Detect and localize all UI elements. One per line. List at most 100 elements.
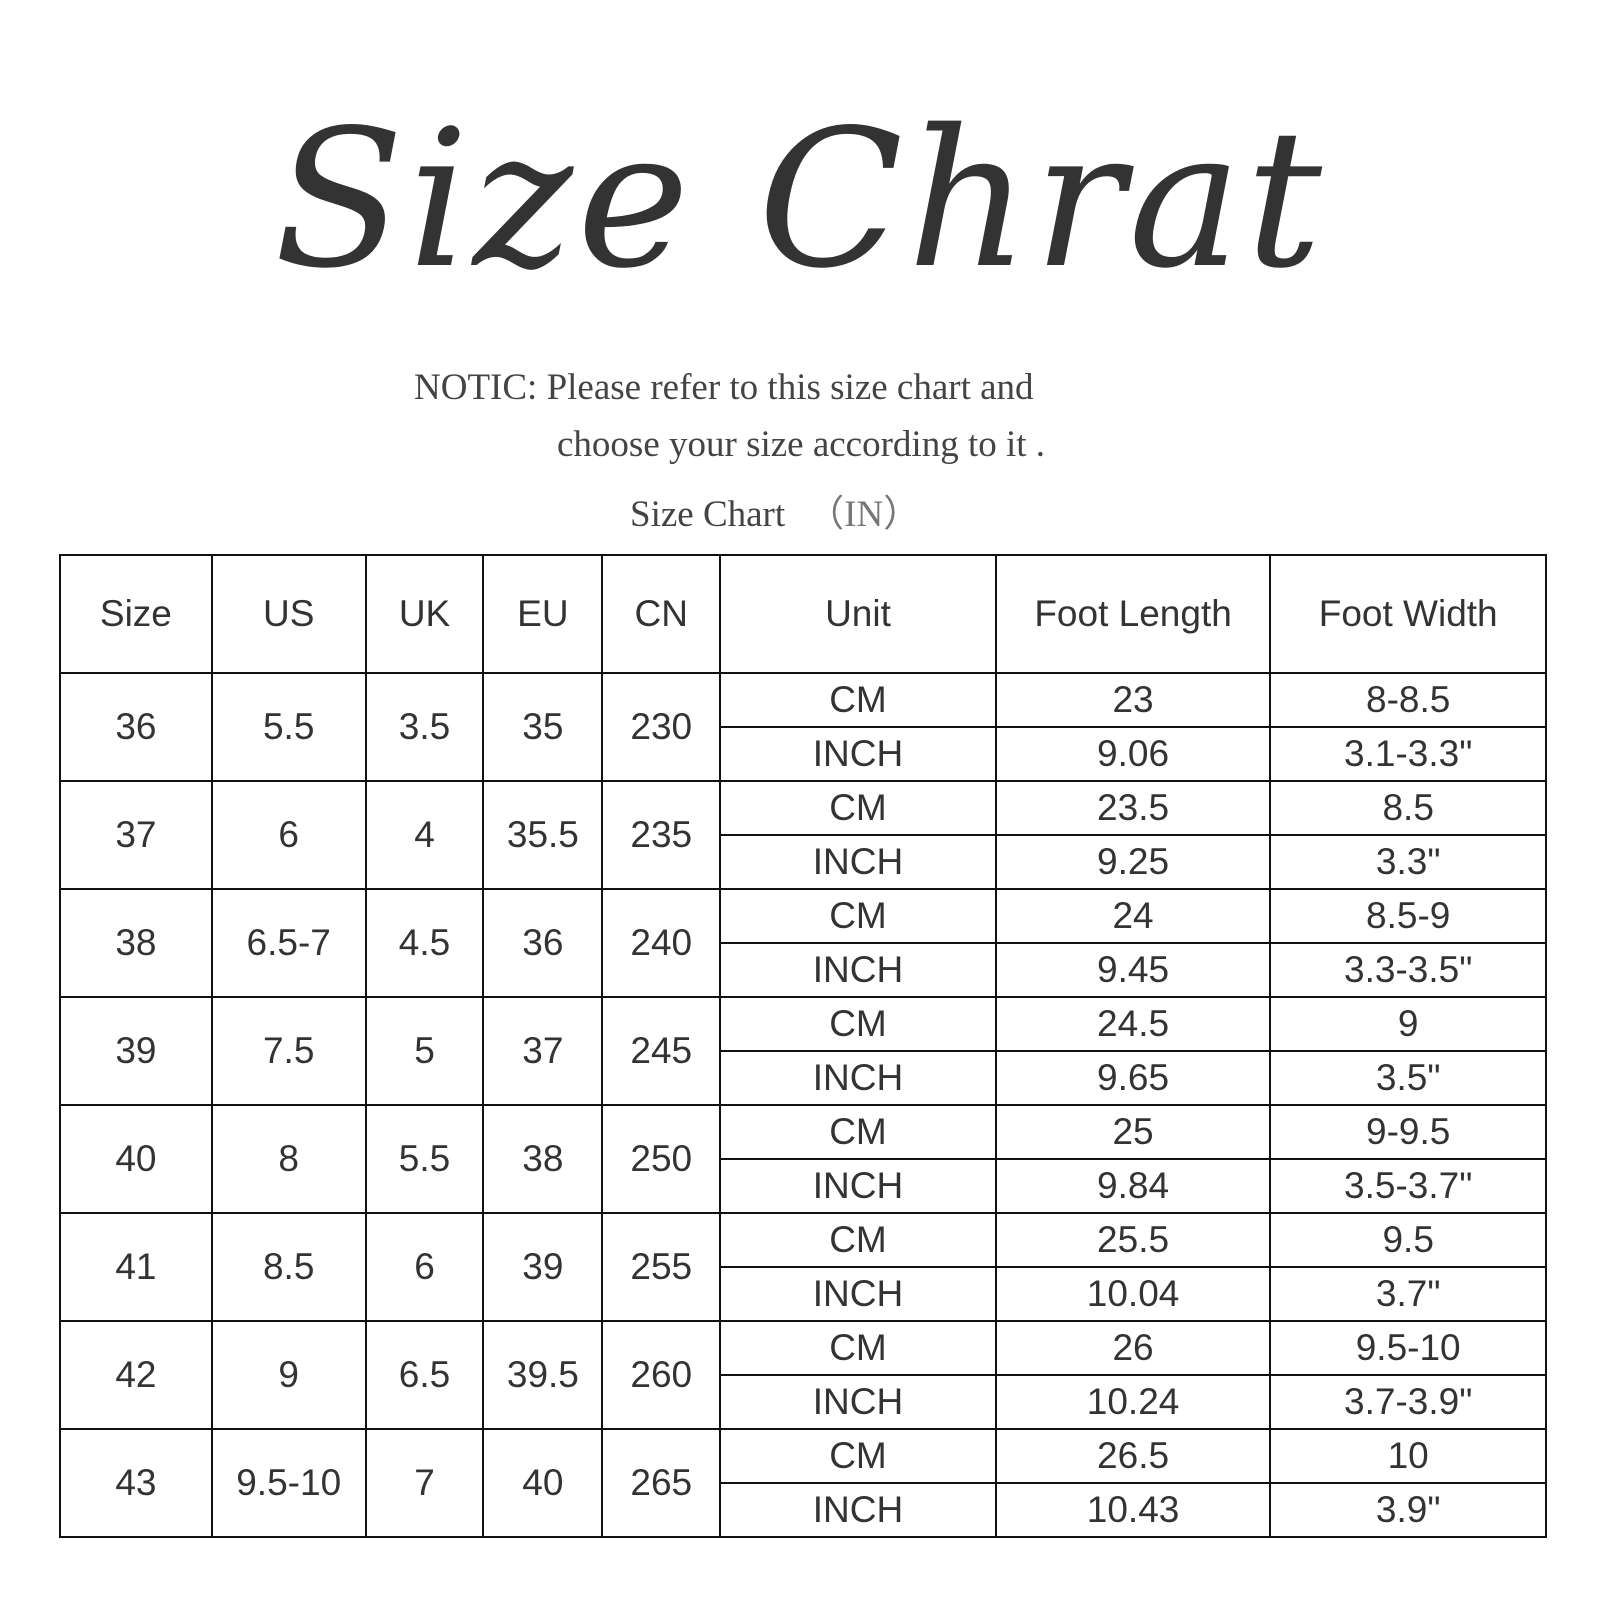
chart-subtitle: Size Chart （IN） <box>630 483 920 537</box>
eu-cell: 36 <box>482 888 604 998</box>
table-row-cm: 37 6 4 35.5 235 CM 23.5 8.5 <box>59 780 1547 890</box>
eu-cell: 39.5 <box>482 1320 604 1430</box>
table-row-cm: 40 8 5.5 38 250 CM 25 9-9.5 <box>59 1104 1547 1214</box>
foot-width-cell: 9 <box>1269 996 1547 1052</box>
cn-cell: 250 <box>601 1104 722 1214</box>
foot-width-cell: 3.5" <box>1269 1050 1547 1106</box>
notice-line-2: choose your size according to it . <box>557 424 1046 465</box>
uk-cell: 7 <box>364 1428 485 1538</box>
foot-width-cell: 3.7" <box>1269 1266 1547 1322</box>
eu-cell: 39 <box>482 1212 604 1322</box>
uk-cell: 4.5 <box>364 888 485 998</box>
unit-cell: INCH <box>719 834 997 890</box>
table-row-cm: 36 5.5 3.5 35 230 CM 23 8-8.5 <box>59 672 1547 782</box>
unit-cell: CM <box>719 888 997 944</box>
uk-cell: 3.5 <box>364 672 485 782</box>
foot-width-cell: 9-9.5 <box>1269 1104 1547 1160</box>
unit-cell: INCH <box>719 1482 997 1538</box>
foot-width-cell: 3.1-3.3" <box>1269 726 1547 782</box>
cn-cell: 260 <box>601 1320 722 1430</box>
uk-cell: 6.5 <box>364 1320 485 1430</box>
eu-cell: 38 <box>482 1104 604 1214</box>
foot-width-cell: 10 <box>1269 1428 1547 1484</box>
table-row-cm: 41 8.5 6 39 255 CM 25.5 9.5 <box>59 1212 1547 1322</box>
foot-width-cell: 3.5-3.7" <box>1269 1158 1547 1214</box>
foot-length-cell: 25.5 <box>994 1212 1272 1268</box>
us-cell: 5.5 <box>210 672 367 782</box>
foot-width-cell: 3.3" <box>1269 834 1547 890</box>
unit-cell: CM <box>719 1104 997 1160</box>
us-cell: 6 <box>210 780 367 890</box>
table-row-inch: INCH 9.25 3.3" <box>60 834 1547 890</box>
uk-cell: 6 <box>364 1212 485 1322</box>
us-cell: 9.5-10 <box>210 1428 367 1538</box>
cn-cell: 230 <box>601 672 722 782</box>
size-cell: 39 <box>59 996 213 1106</box>
cn-cell: 255 <box>601 1212 722 1322</box>
unit-cell: INCH <box>719 726 997 782</box>
us-cell: 8.5 <box>210 1212 367 1322</box>
column-header: UK <box>364 554 485 674</box>
unit-cell: INCH <box>719 1050 997 1106</box>
foot-width-cell: 3.7-3.9" <box>1269 1374 1547 1430</box>
unit-cell: CM <box>719 1212 997 1268</box>
table-row-inch: INCH 9.65 3.5" <box>60 1050 1547 1106</box>
foot-length-cell: 9.45 <box>994 942 1272 998</box>
foot-length-cell: 9.06 <box>994 726 1272 782</box>
us-cell: 8 <box>210 1104 367 1214</box>
uk-cell: 5 <box>364 996 485 1106</box>
uk-cell: 5.5 <box>364 1104 485 1214</box>
foot-length-cell: 25 <box>994 1104 1272 1160</box>
column-header: US <box>210 554 367 674</box>
column-header: Unit <box>719 554 997 674</box>
foot-length-cell: 10.24 <box>994 1374 1272 1430</box>
foot-length-cell: 26.5 <box>994 1428 1272 1484</box>
foot-width-cell: 9.5-10 <box>1269 1320 1547 1376</box>
subtitle-text: Size Chart <box>630 494 786 535</box>
cn-cell: 240 <box>601 888 722 998</box>
subtitle-unit: （IN） <box>807 494 921 535</box>
foot-length-cell: 23.5 <box>994 780 1272 836</box>
foot-length-cell: 9.25 <box>994 834 1272 890</box>
unit-cell: CM <box>719 1428 997 1484</box>
unit-cell: INCH <box>719 1266 997 1322</box>
foot-width-cell: 9.5 <box>1269 1212 1547 1268</box>
unit-cell: INCH <box>719 1158 997 1214</box>
cn-cell: 265 <box>601 1428 722 1538</box>
foot-width-cell: 8-8.5 <box>1269 672 1547 728</box>
us-cell: 9 <box>210 1320 367 1430</box>
unit-cell: CM <box>719 780 997 836</box>
uk-cell: 4 <box>364 780 485 890</box>
column-header: EU <box>482 554 604 674</box>
notice-line-1: NOTIC: Please refer to this size chart a… <box>414 367 1034 408</box>
foot-length-cell: 9.65 <box>994 1050 1272 1106</box>
size-cell: 41 <box>59 1212 213 1322</box>
unit-cell: INCH <box>719 1374 997 1430</box>
column-header: Foot Length <box>994 554 1272 674</box>
header-row: Size US UK EU CN Unit Foot Length Foot Width <box>59 554 1547 674</box>
table-row-cm: 42 9 6.5 39.5 260 CM 26 9.5-10 <box>59 1320 1547 1430</box>
table-row-inch: INCH 9.45 3.3-3.5" <box>60 942 1547 998</box>
eu-cell: 37 <box>482 996 604 1106</box>
foot-width-cell: 8.5-9 <box>1269 888 1547 944</box>
foot-width-cell: 8.5 <box>1269 780 1547 836</box>
cn-cell: 245 <box>601 996 722 1106</box>
foot-length-cell: 24.5 <box>994 996 1272 1052</box>
table-row-inch: INCH 10.24 3.7-3.9" <box>60 1374 1547 1430</box>
eu-cell: 35.5 <box>482 780 604 890</box>
size-cell: 37 <box>59 780 213 890</box>
foot-length-cell: 26 <box>994 1320 1272 1376</box>
size-cell: 40 <box>59 1104 213 1214</box>
unit-cell: CM <box>719 672 997 728</box>
column-header: CN <box>601 554 722 674</box>
size-cell: 42 <box>59 1320 213 1430</box>
foot-width-cell: 3.9" <box>1269 1482 1547 1538</box>
unit-cell: INCH <box>719 942 997 998</box>
table-row-inch: INCH 9.06 3.1-3.3" <box>60 726 1547 782</box>
table-row-inch: INCH 10.43 3.9" <box>60 1482 1547 1538</box>
size-cell: 38 <box>59 888 213 998</box>
eu-cell: 35 <box>482 672 604 782</box>
table-row-cm: 43 9.5-10 7 40 265 CM 26.5 10 <box>59 1428 1547 1538</box>
us-cell: 7.5 <box>210 996 367 1106</box>
foot-length-cell: 24 <box>994 888 1272 944</box>
